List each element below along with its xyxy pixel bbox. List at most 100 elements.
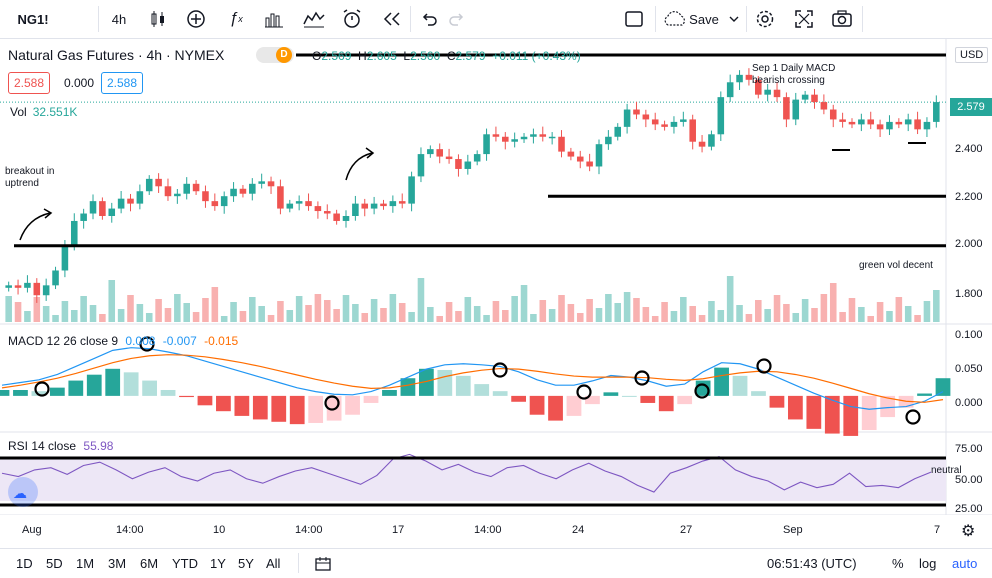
volume-bar — [192, 312, 200, 322]
volume-bar — [352, 304, 359, 322]
macd-legend[interactable]: MACD 12 26 close 9 0.008 -0.007 -0.015 — [8, 334, 239, 348]
range-5y-button[interactable]: 5Y — [238, 556, 254, 571]
volume-bar — [651, 316, 659, 322]
range-all-button[interactable]: All — [266, 556, 281, 571]
time-tick: 14:00 — [116, 524, 144, 536]
volume-bar — [61, 301, 69, 322]
candle-body — [867, 119, 875, 125]
candle-body — [380, 203, 387, 207]
axis-settings-gear-icon[interactable]: ⚙ — [961, 523, 976, 540]
range-1m-button[interactable]: 1M — [76, 556, 95, 571]
macd-histogram-bar — [363, 395, 379, 403]
redo-icon[interactable] — [444, 0, 470, 38]
replay-icon[interactable] — [378, 0, 406, 38]
delayed-badge: D — [276, 47, 292, 63]
chart-title[interactable]: Natural Gas Futures · 4h · NYMEX — [8, 47, 225, 63]
crossing-marker — [34, 381, 50, 397]
clock-display[interactable]: 06:51:43 (UTC) — [767, 556, 857, 571]
macd-histogram-bar — [935, 378, 951, 396]
price-chart[interactable] — [0, 39, 992, 515]
volume-bar — [614, 303, 622, 322]
volume-bar — [127, 295, 134, 322]
cloud-icon[interactable] — [660, 0, 690, 38]
macd-histogram-bar — [197, 395, 213, 406]
volume-bar — [202, 298, 209, 322]
signal-line — [1, 354, 944, 403]
candle-body — [811, 94, 818, 103]
candle-body — [708, 134, 715, 147]
indicators-templates-icon[interactable] — [300, 0, 328, 38]
financials-icon[interactable] — [260, 0, 288, 38]
volume-bar — [848, 298, 856, 322]
candle-body — [858, 119, 865, 125]
candle-body — [80, 213, 87, 221]
candle-body — [933, 102, 940, 122]
candle-body — [651, 119, 659, 125]
breakout-arrow — [19, 212, 51, 241]
range-1d-button[interactable]: 1D — [16, 556, 33, 571]
annotation-green-vol: green vol decent — [859, 260, 933, 271]
candle-body — [464, 161, 472, 169]
candle-body — [623, 109, 631, 127]
candle-body — [848, 121, 856, 125]
candle-body — [726, 82, 734, 98]
volume-bar — [670, 311, 678, 322]
macd-histogram-bar — [49, 387, 65, 396]
crossing-marker — [139, 336, 155, 352]
volume-bar — [745, 314, 753, 322]
range-6m-button[interactable]: 6M — [140, 556, 159, 571]
buy-price-box[interactable]: 2.588 — [101, 72, 144, 94]
price-tick: 2.400 — [955, 143, 983, 155]
candle-body — [820, 102, 828, 110]
volume-bar — [698, 315, 706, 322]
goto-date-icon[interactable] — [314, 549, 332, 578]
change-value: +0.011 (+0.43%) — [492, 49, 581, 63]
volume-legend[interactable]: Vol 32.551K — [10, 105, 78, 119]
layout-icon[interactable] — [620, 0, 648, 38]
chevron-down-icon[interactable] — [726, 0, 742, 38]
fullscreen-icon[interactable] — [790, 0, 818, 38]
volume-bar — [755, 300, 762, 322]
camera-icon[interactable] — [828, 0, 856, 38]
save-button[interactable]: Save — [689, 11, 719, 27]
volume-bar — [576, 313, 584, 322]
time-tick: 14:00 — [474, 524, 502, 536]
interval-button[interactable]: 4h — [111, 11, 127, 27]
gear-icon[interactable] — [751, 0, 779, 38]
macd-histogram-bar — [142, 380, 157, 396]
range-ytd-button[interactable]: YTD — [172, 556, 198, 571]
toolbar-divider — [410, 6, 411, 32]
percent-toggle[interactable]: % — [892, 556, 904, 571]
candle-body — [333, 213, 340, 221]
candle-body — [829, 109, 837, 120]
candle-body — [801, 94, 809, 100]
add-indicator-icon[interactable] — [182, 0, 210, 38]
currency-label[interactable]: USD — [955, 47, 989, 63]
macd-histogram-bar — [179, 395, 194, 398]
candle-body — [305, 201, 312, 207]
candle-body — [539, 134, 547, 137]
symbol-search-button[interactable]: NG1! — [17, 11, 49, 27]
volume-bar — [511, 296, 518, 322]
auto-scale-toggle[interactable]: auto — [952, 556, 978, 571]
volume-bar — [417, 278, 425, 322]
candle-body — [33, 282, 41, 296]
candle-body — [745, 74, 753, 80]
macd-tick: 0.050 — [955, 363, 983, 375]
candle-style-icon[interactable] — [144, 0, 172, 38]
tradingview-logo-icon[interactable] — [8, 477, 38, 507]
rsi-legend[interactable]: RSI 14 close 55.98 — [8, 439, 114, 453]
range-1y-button[interactable]: 1Y — [210, 556, 226, 571]
candle-body — [398, 201, 406, 204]
log-toggle[interactable]: log — [919, 556, 937, 571]
range-3m-button[interactable]: 3M — [108, 556, 127, 571]
macd-tick: 0.000 — [955, 397, 983, 409]
macd-histogram-bar — [603, 392, 619, 396]
candle-body — [70, 220, 78, 246]
sell-price-box[interactable]: 2.588 — [8, 72, 51, 94]
undo-icon[interactable] — [416, 0, 442, 38]
alert-icon[interactable] — [338, 0, 366, 38]
range-5d-button[interactable]: 5D — [46, 556, 63, 571]
candle-body — [314, 206, 322, 212]
